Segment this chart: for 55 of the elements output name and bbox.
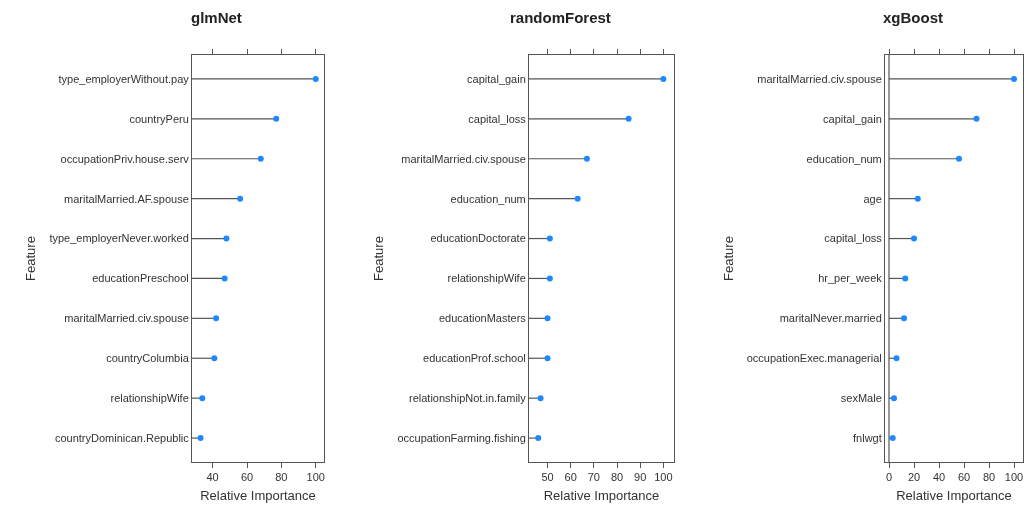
x-tick-label: 80 — [275, 471, 288, 484]
x-tick-label: 80 — [982, 471, 996, 484]
x-tick-label: 40 — [206, 471, 219, 484]
x-tick-label: 100 — [654, 471, 673, 484]
y-tick-label: educationProf.school — [423, 352, 526, 365]
y-tick-label: maritalMarried.civ.spouse — [64, 312, 189, 325]
y-tick-label: relationshipWife — [110, 392, 189, 405]
y-tick-label: educationMasters — [438, 312, 527, 325]
y-tick-label: capital_loss — [824, 232, 883, 245]
x-tick-label: 80 — [610, 471, 624, 484]
chart-title: glmNet — [191, 9, 242, 26]
y-tick-label: hr_per_week — [818, 272, 883, 285]
y-tick-label: type_employerNever.worked — [49, 232, 189, 245]
x-tick-label: 60 — [957, 471, 971, 484]
y-tick-label: fnlwgt — [853, 431, 882, 444]
x-tick-label: 70 — [587, 471, 600, 484]
y-tick-label: maritalMarried.civ.spouse — [401, 152, 526, 165]
x-tick-label: 50 — [541, 471, 554, 484]
x-tick-label: 20 — [907, 471, 921, 484]
x-tick-label: 60 — [564, 471, 577, 484]
x-tick-label: 90 — [634, 471, 647, 484]
y-tick-label: countryDominican.Republic — [54, 431, 190, 444]
y-axis-title: Feature — [371, 236, 387, 281]
x-axis-title: Relative Importance — [896, 487, 1012, 503]
y-axis-title: Feature — [23, 236, 39, 281]
y-tick-label: maritalNever.married — [779, 312, 882, 325]
y-tick-label: education_num — [806, 152, 882, 165]
y-tick-label: relationshipWife — [447, 272, 526, 285]
x-tick-label: 100 — [306, 471, 325, 484]
x-tick-label: 0 — [885, 471, 893, 484]
x-tick-label: 100 — [1004, 471, 1024, 484]
y-tick-label: education_num — [450, 192, 526, 205]
y-tick-label: capital_gain — [823, 112, 882, 125]
chart-title: randomForest — [510, 9, 611, 26]
y-tick-label: maritalMarried.civ.spouse — [757, 72, 882, 85]
y-tick-label: occupationPriv.house.serv — [60, 152, 190, 165]
y-tick-label: capital_loss — [468, 112, 527, 125]
y-tick-label: occupationFarming.fishing — [397, 431, 526, 444]
x-tick-label: 60 — [240, 471, 254, 484]
y-tick-label: educationPreschool — [92, 272, 189, 285]
x-tick-label: 40 — [932, 471, 946, 484]
x-axis-title: Relative Importance — [200, 487, 316, 503]
y-tick-label: maritalMarried.AF.spouse — [64, 192, 189, 205]
x-axis-title: Relative Importance — [543, 487, 660, 503]
chart-title: xgBoost — [883, 9, 943, 26]
y-tick-label: countryColumbia — [106, 352, 190, 365]
y-tick-label: type_employerWithout.pay — [58, 72, 190, 85]
y-tick-label: countryPeru — [129, 112, 189, 125]
y-tick-label: age — [863, 192, 882, 205]
y-tick-label: capital_gain — [467, 72, 526, 85]
y-tick-label: relationshipNot.in.family — [409, 392, 527, 405]
y-tick-label: occupationExec.managerial — [746, 352, 882, 365]
y-axis-title: Feature — [720, 236, 736, 281]
y-tick-label: educationDoctorate — [430, 232, 526, 245]
y-tick-label: sexMale — [840, 392, 882, 405]
